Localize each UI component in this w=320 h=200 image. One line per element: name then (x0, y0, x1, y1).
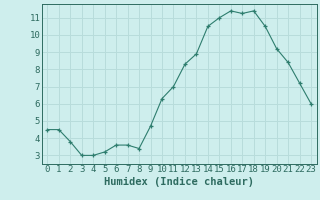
X-axis label: Humidex (Indice chaleur): Humidex (Indice chaleur) (104, 177, 254, 187)
